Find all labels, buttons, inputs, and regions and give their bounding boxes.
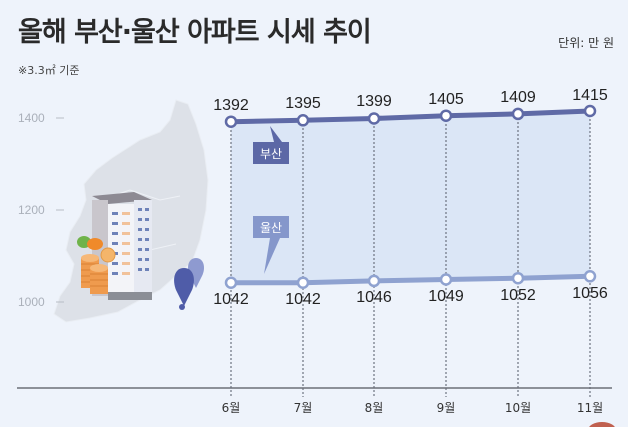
coin-stack-icon — [77, 236, 116, 294]
value-label: 1415 — [572, 87, 608, 104]
value-label: 1056 — [572, 285, 608, 302]
value-label: 1049 — [428, 288, 464, 305]
value-label: 1046 — [356, 289, 392, 306]
corner-badge-icon — [589, 422, 615, 427]
svg-text:울산: 울산 — [260, 221, 282, 235]
value-label: 1042 — [213, 291, 249, 308]
data-point[interactable] — [367, 112, 381, 125]
data-point[interactable] — [224, 115, 238, 128]
chart-subtitle: ※3.3㎡ 기준 — [18, 64, 80, 77]
y-tick-label: 1200 — [18, 203, 45, 217]
y-tick-label: 1400 — [18, 111, 45, 125]
location-pin-icon — [174, 258, 204, 310]
range-fill-area — [231, 111, 590, 283]
x-axis-labels: 6월 7월 8월 9월 10월 11월 — [222, 401, 604, 415]
x-tick-label: 11월 — [577, 401, 603, 415]
data-point[interactable] — [439, 109, 453, 122]
data-point[interactable] — [583, 270, 597, 283]
value-label: 1052 — [500, 287, 536, 304]
svg-text:부산: 부산 — [260, 147, 282, 161]
y-axis: 1400 1200 1000 — [18, 111, 64, 309]
value-label: 1405 — [428, 91, 464, 108]
data-point[interactable] — [511, 271, 525, 285]
series-busan: 1392 1395 1399 1405 1409 1415 부산 — [213, 87, 608, 164]
x-tick-label: 7월 — [294, 401, 313, 415]
data-point[interactable] — [439, 273, 453, 286]
data-point[interactable] — [367, 274, 381, 288]
x-tick-label: 9월 — [437, 401, 456, 415]
series-ulsan: 1042 1042 1046 1049 1052 1056 울산 — [213, 216, 608, 308]
legend-tag-busan: 부산 — [253, 126, 289, 164]
x-tick-label: 10월 — [505, 401, 531, 415]
data-point[interactable] — [511, 107, 525, 121]
chart-title: 올해 부산·울산 아파트 시세 추이 — [18, 17, 372, 48]
value-label: 1399 — [356, 93, 392, 110]
data-point[interactable] — [296, 276, 310, 289]
x-tick-label: 8월 — [365, 401, 384, 415]
value-label: 1392 — [213, 97, 249, 114]
y-tick-label: 1000 — [18, 295, 45, 309]
value-label: 1409 — [500, 89, 536, 106]
legend-tag-ulsan: 울산 — [253, 216, 289, 274]
value-label: 1042 — [285, 291, 321, 308]
data-point[interactable] — [583, 104, 597, 118]
unit-label: 단위: 만 원 — [558, 36, 614, 50]
data-point[interactable] — [296, 114, 310, 127]
x-tick-label: 6월 — [222, 401, 241, 415]
data-point[interactable] — [224, 276, 238, 289]
value-label: 1395 — [285, 95, 321, 112]
vertical-guides — [230, 111, 591, 397]
